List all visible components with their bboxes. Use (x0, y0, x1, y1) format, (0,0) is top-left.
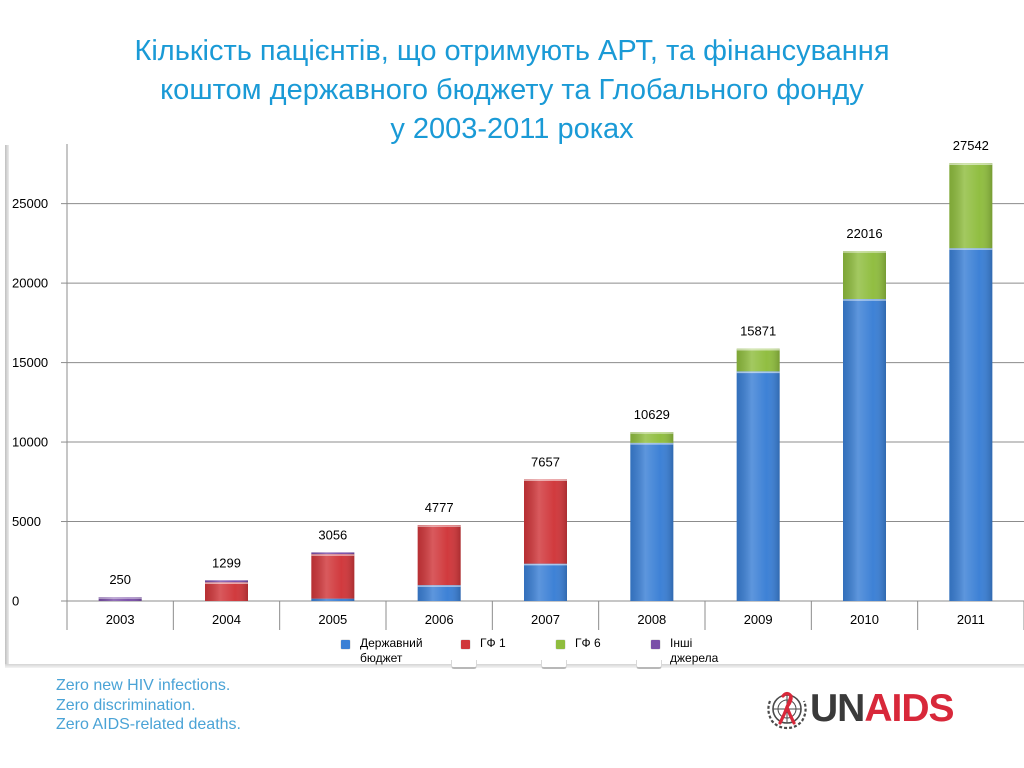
bar-segment-sheen (311, 554, 355, 599)
bar-segment-sheen (311, 552, 355, 555)
frame-bottom-border (5, 664, 1024, 668)
x-tick-label: 2009 (744, 612, 773, 627)
logo-un-text: UN (810, 687, 865, 730)
y-tick-label: 10000 (12, 435, 48, 450)
x-tick-label: 2007 (531, 612, 560, 627)
slogan-line-1: Zero new HIV infections. (56, 677, 231, 694)
title-line-3: у 2003-2011 роках (390, 113, 634, 145)
legend-tab-decoration (636, 660, 662, 669)
slogan-line-2: Zero discrimination. (56, 696, 196, 714)
data-label-total: 10629 (634, 407, 670, 422)
bar-segment-sheen (843, 251, 886, 299)
legend-label-state-budget: Державний бюджет (360, 636, 423, 665)
x-tick-label: 2010 (850, 612, 879, 627)
bar-segment-sheen (736, 348, 780, 372)
x-tick-label: 2004 (212, 612, 241, 627)
y-tick-label: 15000 (12, 355, 48, 370)
x-tick-label: 2006 (425, 612, 454, 627)
logo-aids-text: AIDS (864, 687, 954, 730)
legend-label-gf1: ГФ 1 (480, 636, 506, 650)
bar-segment-sheen (843, 299, 886, 601)
x-tick-label: 2003 (106, 612, 135, 627)
x-tick-label: 2011 (957, 612, 985, 627)
slogan-line-3: Zero AIDS-related deaths. (56, 716, 241, 733)
legend-item-state-budget: Державний бюджет (341, 636, 430, 666)
legend-label-gf6: ГФ 6 (575, 636, 601, 650)
un-emblem-icon (767, 691, 807, 730)
legend-swatch-gf6 (556, 640, 565, 649)
legend-item-gf6: ГФ 6 (556, 636, 645, 651)
title-line-1: Кількість пацієнтів, що отримують АРТ, т… (134, 35, 890, 67)
unaids-wordmark: UNAIDS (810, 687, 955, 731)
legend-swatch-other-sources (651, 640, 660, 649)
title-line-2: коштом державного бюджету та Глобального… (160, 74, 864, 106)
data-label-total: 3056 (318, 527, 347, 542)
legend-item-gf1: ГФ 1 (461, 636, 550, 651)
bar-segment-sheen (98, 597, 142, 601)
frame-left-border (5, 145, 9, 665)
bar-segment-sheen (417, 585, 461, 601)
data-label-total: 22016 (846, 226, 882, 241)
bar-segment-sheen (311, 598, 355, 601)
legend-label-other-sources: Інші джерела (670, 636, 719, 665)
legend-item-other-sources: Інші джерела (651, 636, 740, 666)
bar-segment-sheen (949, 248, 993, 601)
legend-swatch-state-budget (341, 640, 350, 649)
chart-legend: Державний бюджет ГФ 1 ГФ 6 Інші джерела (0, 636, 1024, 676)
data-label-total: 4777 (425, 500, 454, 515)
bar-segment-sheen (949, 163, 993, 249)
data-label-total: 7657 (531, 454, 560, 469)
data-label-total: 15871 (740, 324, 776, 339)
y-tick-label: 25000 (12, 196, 48, 211)
bar-segment-sheen (417, 525, 461, 586)
bar-segment-sheen (205, 582, 248, 601)
bar-segment-sheen (630, 442, 674, 601)
x-tick-label: 2008 (637, 612, 666, 627)
y-tick-label: 5000 (12, 514, 41, 529)
bars (98, 163, 993, 601)
bar-segment-sheen (630, 432, 674, 443)
y-tick-label: 0 (12, 594, 19, 609)
legend-tab-decoration (541, 660, 567, 669)
legend-tab-decoration (451, 660, 477, 669)
page-title: Кількість пацієнтів, що отримують АРТ, т… (0, 32, 1024, 149)
data-label-total: 27542 (953, 138, 989, 153)
legend-swatch-gf1 (461, 640, 470, 649)
unaids-slogan: Zero new HIV infections. Zero discrimina… (56, 676, 241, 735)
data-label-total: 250 (109, 572, 131, 587)
bar-segment-sheen (736, 371, 780, 601)
data-labels: 250 1299 3056 4777 7657 10629 15871 22016 27542 (109, 138, 989, 587)
bar-segment-sheen (205, 580, 248, 583)
x-tick-label: 2005 (318, 612, 347, 627)
data-label-total: 1299 (212, 555, 241, 570)
unaids-logo: UNAIDS (764, 687, 955, 731)
y-tick-label: 20000 (12, 276, 48, 291)
bar-segment-sheen (524, 563, 567, 601)
bar-segment-sheen (524, 479, 567, 564)
